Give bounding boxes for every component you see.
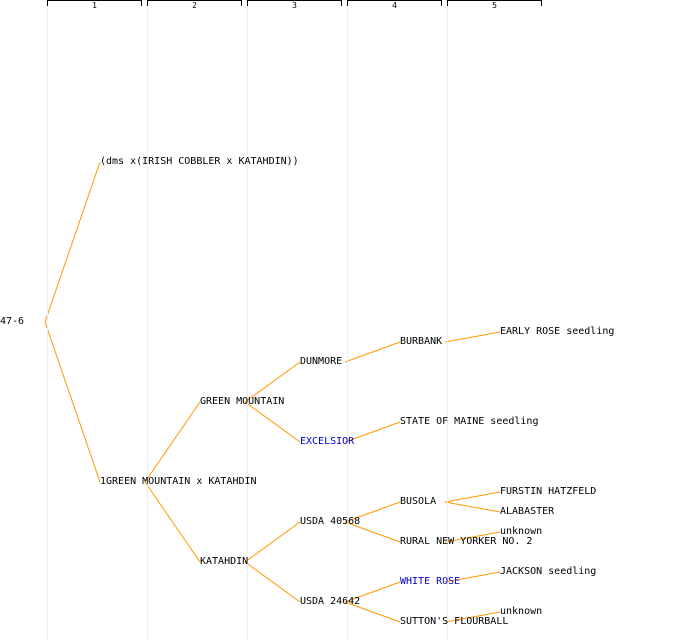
generation-header-1: 1 [47,0,142,10]
tree-node-bur[interactable]: BURBANK [400,336,443,347]
generation-header-2: 2 [147,0,242,10]
tree-node-bus[interactable]: BUSOLA [400,496,437,507]
edge-kat-to-u40568 [244,521,301,563]
generation-column-3 [247,0,248,640]
edge-gm-to-exc [244,401,301,443]
generation-column-4 [347,0,348,640]
tree-node-wr[interactable]: WHITE ROSE [400,576,461,587]
generation-header-4: 4 [347,0,442,10]
generation-header-5: 5 [447,0,542,10]
edge-exc-to-som [344,421,401,443]
edge-root-to-p1 [44,161,101,323]
tree-node-ala[interactable]: ALABASTER [500,506,555,517]
tree-node-sut[interactable]: SUTTON'S FLOURBALL [400,616,509,627]
tree-node-kat[interactable]: KATAHDIN [200,556,249,567]
tree-node-u40568[interactable]: USDA 40568 [300,516,361,527]
edge-gm-to-dun [244,361,301,403]
edge-root-to-p2 [44,321,101,483]
tree-node-unk2[interactable]: unknown [500,606,543,617]
generation-column-2 [147,0,148,640]
edge-bus-to-ala [444,501,501,513]
generation-header-3: 3 [247,0,342,10]
generation-column-1 [47,0,48,640]
tree-node-unk1[interactable]: unknown [500,526,543,537]
edge-wr-to-js [444,571,501,583]
tree-node-dun[interactable]: DUNMORE [300,356,343,367]
tree-node-gm[interactable]: GREEN MOUNTAIN [200,396,285,407]
tree-node-som[interactable]: STATE OF MAINE seedling [400,416,539,427]
edge-u40568-to-bus [344,501,401,523]
edge-bus-to-fh [444,491,501,503]
tree-node-root[interactable]: 47-6 [0,316,25,327]
edge-p2-to-kat [144,481,201,563]
edge-dun-to-bur [344,341,401,363]
edge-u24642-to-wr [344,581,401,603]
edge-u40568-to-rny [344,521,401,543]
tree-node-p1[interactable]: (dms x(IRISH COBBLER x KATAHDIN)) [100,156,299,167]
tree-node-u24642[interactable]: USDA 24642 [300,596,361,607]
tree-node-rny[interactable]: RURAL NEW YORKER NO. 2 [400,536,533,547]
edge-p2-to-gm [144,401,201,483]
tree-node-js[interactable]: JACKSON seedling [500,566,597,577]
edge-sut-to-unk2 [444,611,501,623]
edge-bur-to-ers [444,331,501,343]
edge-rny-to-unk1 [444,531,501,543]
tree-node-fh[interactable]: FURSTIN HATZFELD [500,486,597,497]
generation-column-5 [447,0,448,640]
tree-node-exc[interactable]: EXCELSIOR [300,436,355,447]
tree-node-p2[interactable]: 1GREEN MOUNTAIN x KATAHDIN [100,476,257,487]
edge-kat-to-u24642 [244,561,301,603]
tree-node-ers[interactable]: EARLY ROSE seedling [500,326,615,337]
edge-u24642-to-sut [344,601,401,623]
